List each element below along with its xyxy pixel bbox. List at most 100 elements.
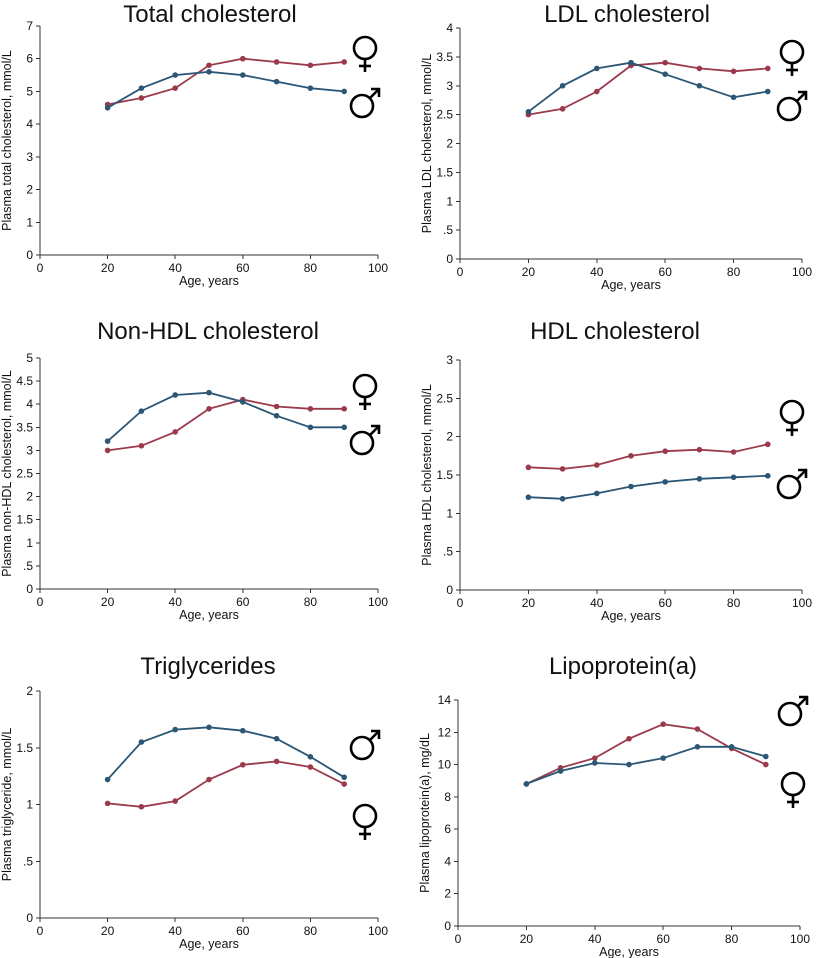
- x-tick-label: 100: [368, 261, 388, 275]
- data-point-male: [206, 389, 212, 396]
- data-point-male: [660, 755, 666, 761]
- legend: [349, 35, 381, 119]
- y-tick-label: 10: [438, 758, 452, 772]
- data-point-female: [341, 406, 348, 412]
- y-tick-label: 6: [26, 52, 33, 66]
- chart-panel-triglycerides: Triglycerides 0.5 1 1.5 2 0 20 40 60 80 100 Age, ye…: [0, 638, 413, 957]
- male-symbol-arrowhead: [371, 87, 381, 97]
- male-symbol-shaft: [369, 88, 380, 99]
- x-tick-label: 100: [790, 932, 810, 946]
- data-point-female: [240, 55, 246, 62]
- data-point-male: [138, 85, 145, 91]
- data-point-female: [341, 59, 348, 65]
- data-point-female: [660, 721, 666, 728]
- y-tick-label: 2: [446, 430, 453, 444]
- y-tick-label: 1: [26, 215, 33, 229]
- y-tick-label: 3.5: [436, 50, 453, 64]
- data-point-female: [307, 406, 314, 412]
- data-point-female: [172, 85, 178, 91]
- chart-svg-non-hdl-cholesterol: Non-HDL cholesterol 0 .5 1 1.5 2 2.5 3 3.5 4 4.5 5 0…: [0, 318, 388, 622]
- y-tick-label: 0: [26, 248, 33, 262]
- series-line-female: [107, 57, 345, 106]
- data-point-male: [172, 72, 178, 78]
- data-point-male: [172, 726, 178, 733]
- data-point-male: [206, 69, 212, 75]
- x-axis-label: Age, years: [179, 274, 239, 288]
- chart-panel-non-hdl-cholesterol: Non-HDL cholesterol 0 .5 1 1.5 2 2.5 3 3.5 4 4.5 5 0…: [0, 318, 413, 638]
- data-point-male: [525, 108, 532, 115]
- data-point-female: [559, 466, 566, 472]
- data-point-female: [592, 755, 598, 761]
- chart-title: LDL cholesterol: [544, 1, 710, 28]
- data-point-female: [763, 761, 769, 768]
- data-point-female: [730, 68, 737, 75]
- series-line-male: [107, 70, 345, 109]
- y-tick-label: .5: [23, 854, 33, 868]
- chart-title: Lipoprotein(a): [549, 653, 697, 680]
- data-point-male: [694, 744, 701, 750]
- data-point-female: [662, 448, 668, 455]
- series-line-male: [528, 474, 768, 500]
- data-point-male: [594, 65, 600, 72]
- x-tick-label: 80: [304, 261, 318, 275]
- y-tick-label: 3: [26, 443, 33, 457]
- data-point-male: [559, 82, 566, 89]
- data-point-male: [341, 774, 348, 781]
- data-point-male: [273, 78, 280, 85]
- male-symbol-shaft: [796, 469, 807, 480]
- x-tick-label: 60: [236, 595, 250, 609]
- x-tick-label: 80: [304, 924, 318, 938]
- female-legend-symbol: [780, 771, 806, 808]
- data-point-female: [765, 65, 771, 72]
- data-point-female: [206, 776, 212, 783]
- male-symbol-arrowhead: [798, 468, 808, 478]
- data-point-female: [273, 758, 280, 765]
- y-tick-label: 4: [26, 397, 33, 411]
- y-tick-label: 1: [26, 798, 33, 812]
- data-point-female: [206, 406, 212, 412]
- data-point-female: [273, 403, 280, 410]
- male-symbol-arrowhead: [371, 729, 381, 739]
- data-point-female: [138, 442, 145, 449]
- male-symbol-ring: [776, 96, 802, 122]
- chart-title: Total cholesterol: [123, 1, 296, 28]
- data-point-male: [763, 753, 769, 760]
- y-tick-label: 1: [446, 506, 453, 520]
- male-symbol-shaft: [796, 91, 807, 102]
- data-point-male: [662, 479, 668, 485]
- chart-title: Non-HDL cholesterol: [97, 318, 319, 345]
- male-legend-symbol: [777, 695, 809, 727]
- male-symbol-shaft: [369, 730, 380, 741]
- y-tick-label: 4: [26, 117, 33, 131]
- x-tick-label: 40: [169, 924, 183, 938]
- male-symbol-ring: [349, 735, 375, 761]
- x-tick-label: 0: [457, 265, 464, 279]
- x-tick-label: 20: [522, 596, 536, 610]
- y-tick-label: 2: [26, 183, 33, 197]
- y-tick-label: 0: [26, 582, 33, 596]
- data-point-male: [104, 104, 111, 111]
- y-tick-label: 2.5: [16, 467, 33, 481]
- x-tick-label: 20: [101, 595, 115, 609]
- data-point-male: [696, 82, 703, 89]
- y-tick-label: 2: [444, 887, 451, 901]
- data-point-male: [341, 424, 348, 431]
- female-symbol-ring: [780, 771, 806, 797]
- male-symbol-ring: [777, 701, 803, 727]
- x-tick-label: 40: [169, 595, 183, 609]
- data-point-male: [594, 490, 600, 497]
- chart-svg-lipoprotein-a: Lipoprotein(a) 0 2 4 6 8 10 12 14 0 20 40 60 80 100 Age…: [418, 653, 810, 958]
- data-point-male: [273, 412, 280, 419]
- male-legend-symbol: [349, 87, 381, 119]
- male-legend-symbol: [349, 424, 381, 456]
- y-axis-label: Plasma total cholesterol, mmol/L: [0, 50, 14, 231]
- y-tick-label: 5: [26, 351, 33, 365]
- y-tick-label: 1.5: [16, 741, 33, 755]
- y-tick-label: 4.5: [16, 374, 33, 388]
- x-tick-label: 40: [588, 932, 602, 946]
- x-tick-label: 60: [659, 596, 673, 610]
- female-symbol-ring: [779, 39, 805, 65]
- series-line-male: [106, 726, 345, 781]
- x-tick-label: 100: [792, 596, 812, 610]
- legend: [349, 373, 381, 456]
